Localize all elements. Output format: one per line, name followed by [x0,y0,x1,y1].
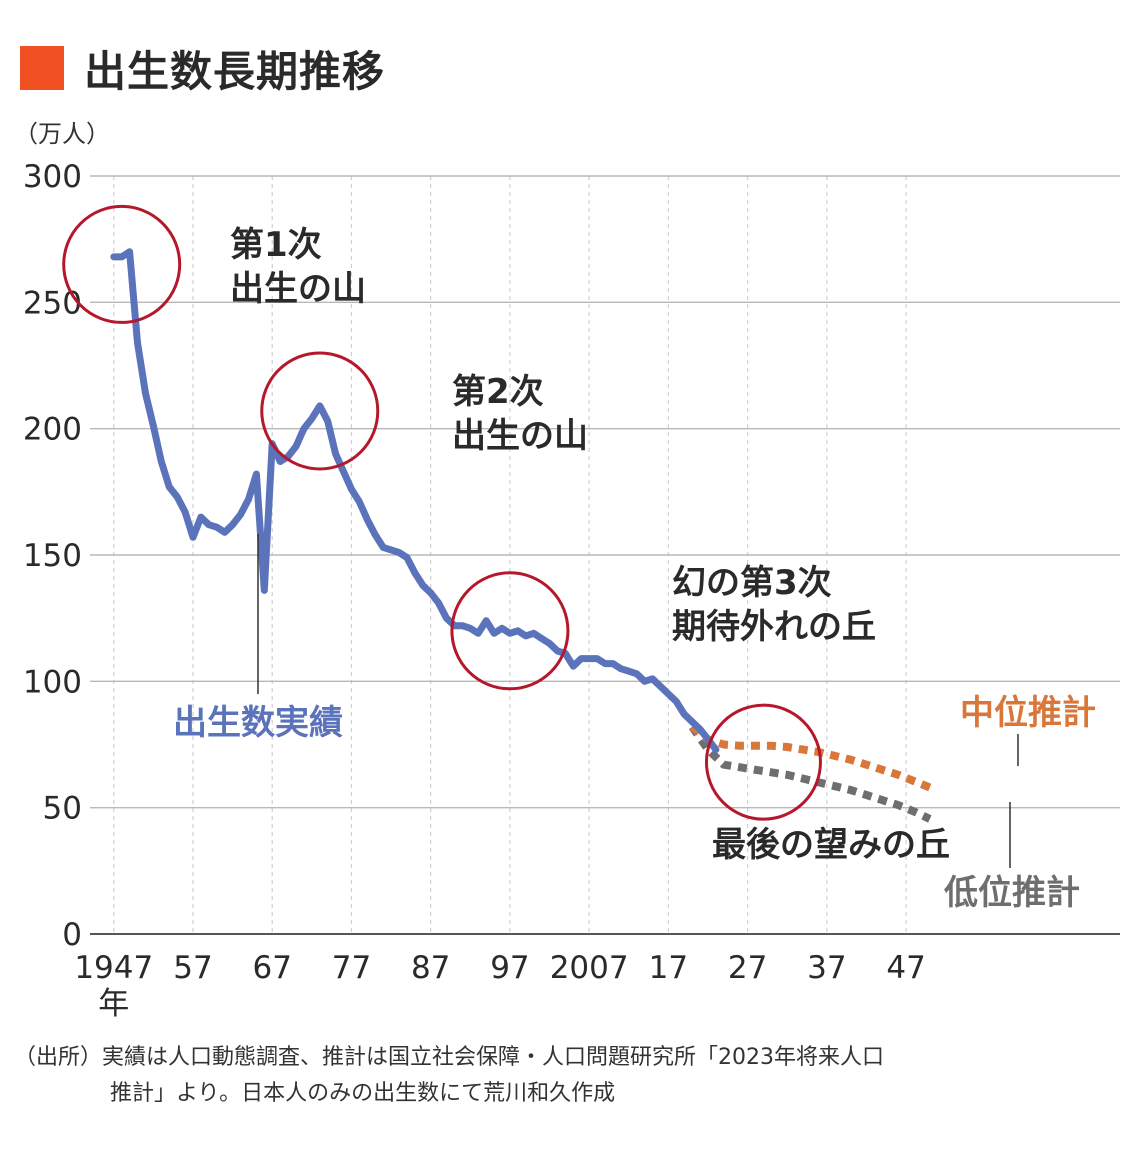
series-line-actual [110,248,720,754]
annotation-boom1-line-1: 第1次 [230,225,322,265]
x-tick-label: 57 [173,950,212,986]
circle-boom3 [450,571,570,691]
annotation-boom3-line-1: 幻の第3次 [672,563,832,603]
source-line-2: 推計」より。日本人のみの出生数にて荒川和久作成 [110,1081,616,1106]
x-tick-suffix: 年 [98,986,129,1022]
source-line-1: 実績は人口動態調査、推計は国立社会保障・人口問題研究所「2023年将来人口 [102,1045,885,1070]
x-tick-label: 17 [649,950,688,986]
birth-count-chart: （万人） 0 50 100 150 200 250 300 1947 57 67 77 87 97 2007… [14,120,1120,1022]
series-line-medium [689,723,932,792]
x-tick-label: 2007 [550,950,629,986]
x-tick-label: 37 [807,950,846,986]
y-tick-label: 250 [23,285,82,321]
annotation-boom3-line-2: 期待外れの丘 [672,607,876,647]
y-tick-label: 100 [23,664,82,700]
chart-title: 出生数長期推移 [84,46,386,96]
x-tick-label: 27 [728,950,767,986]
circle-boom2 [260,351,380,471]
annotation-boom2-line-1: 第2次 [452,372,544,412]
series-label-low: 低位推計 [944,873,1080,913]
y-unit-label: （万人） [14,120,110,148]
y-tick-label: 0 [62,917,82,953]
annotation-last_hope-line-1: 最後の望みの丘 [712,825,950,865]
source-note: （出所）実績は人口動態調査、推計は国立社会保障・人口問題研究所「2023年将来人… [14,1040,1124,1112]
y-tick-label: 200 [23,412,82,448]
source-prefix: （出所） [14,1045,103,1070]
y-tick-label: 300 [23,159,82,195]
series-label-actual: 出生数実績 [173,703,343,743]
x-tick-label: 77 [332,950,371,986]
title-marker-square [20,46,64,90]
chart-header: 出生数長期推移 [20,38,385,98]
circle-last-hope [704,703,822,821]
x-tick-label: 97 [490,950,529,986]
x-tick-label: 1947 [74,950,153,986]
series-label-medium: 中位推計 [960,693,1096,733]
x-tick-label: 87 [411,950,450,986]
circle-boom1 [62,204,182,324]
x-tick-label: 67 [253,950,292,986]
annotation-boom2-line-2: 出生の山 [452,416,588,456]
x-tick-label: 47 [886,950,925,986]
y-tick-label: 50 [43,791,82,827]
y-tick-label: 150 [23,538,82,574]
annotation-boom1-line-2: 出生の山 [230,269,366,309]
